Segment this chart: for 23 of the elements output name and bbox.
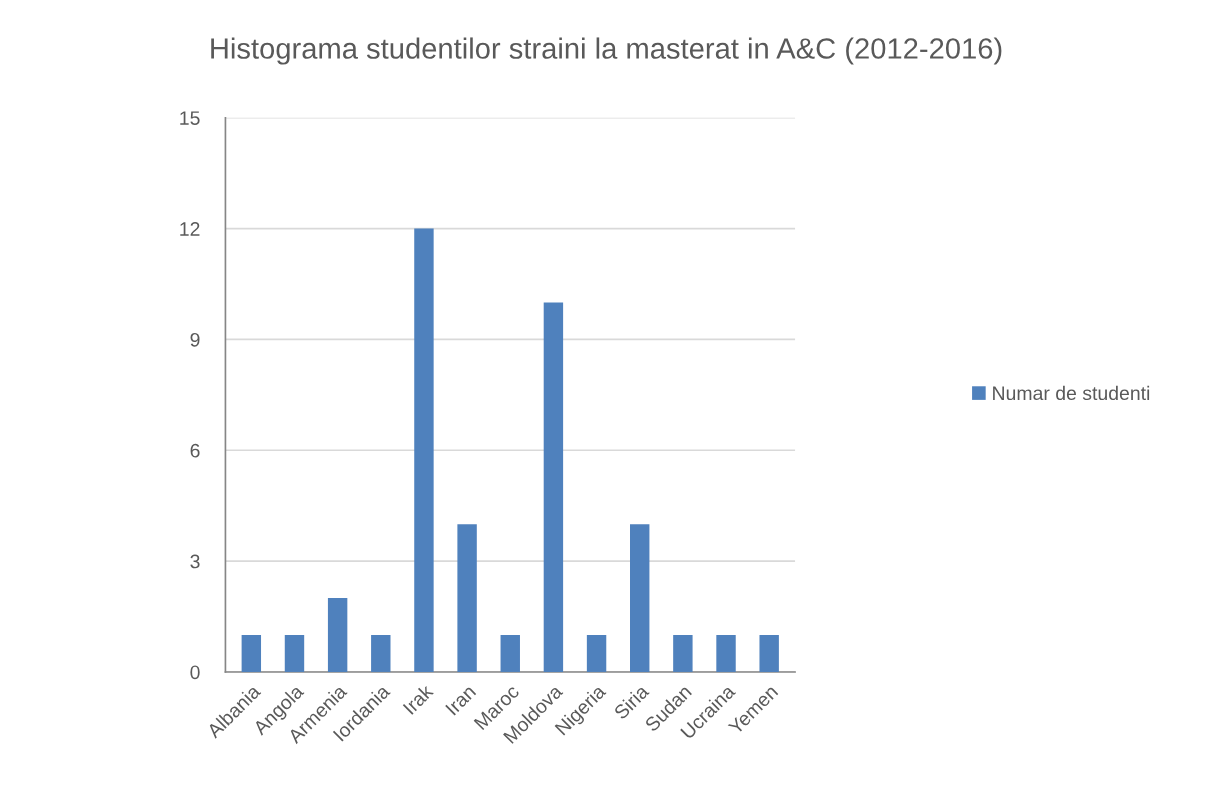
bar <box>241 635 262 672</box>
bar <box>716 635 736 672</box>
chart-title: Histograma studentilor straini la masterat in A&C (2012-2016) <box>211 37 1002 65</box>
bar <box>586 635 607 672</box>
y-tick-label: 12 <box>180 222 200 236</box>
bar <box>759 635 779 672</box>
bar <box>414 228 434 672</box>
bar <box>673 635 693 672</box>
legend-label: Numar de studenti <box>993 385 1150 401</box>
bar <box>457 524 477 672</box>
bar <box>543 302 564 672</box>
y-tick-label: 9 <box>190 332 200 347</box>
bar <box>284 635 305 672</box>
x-tick-label: Iran <box>445 684 477 716</box>
bar <box>630 524 650 672</box>
y-tick-label: 6 <box>190 443 200 458</box>
y-tick-label: 15 <box>180 111 200 125</box>
y-tick-label: 3 <box>190 554 200 569</box>
x-tick-label: Irak <box>402 683 435 715</box>
bar <box>327 598 348 672</box>
bar <box>371 635 391 672</box>
bar <box>500 635 520 672</box>
y-tick-label: 0 <box>190 665 200 680</box>
